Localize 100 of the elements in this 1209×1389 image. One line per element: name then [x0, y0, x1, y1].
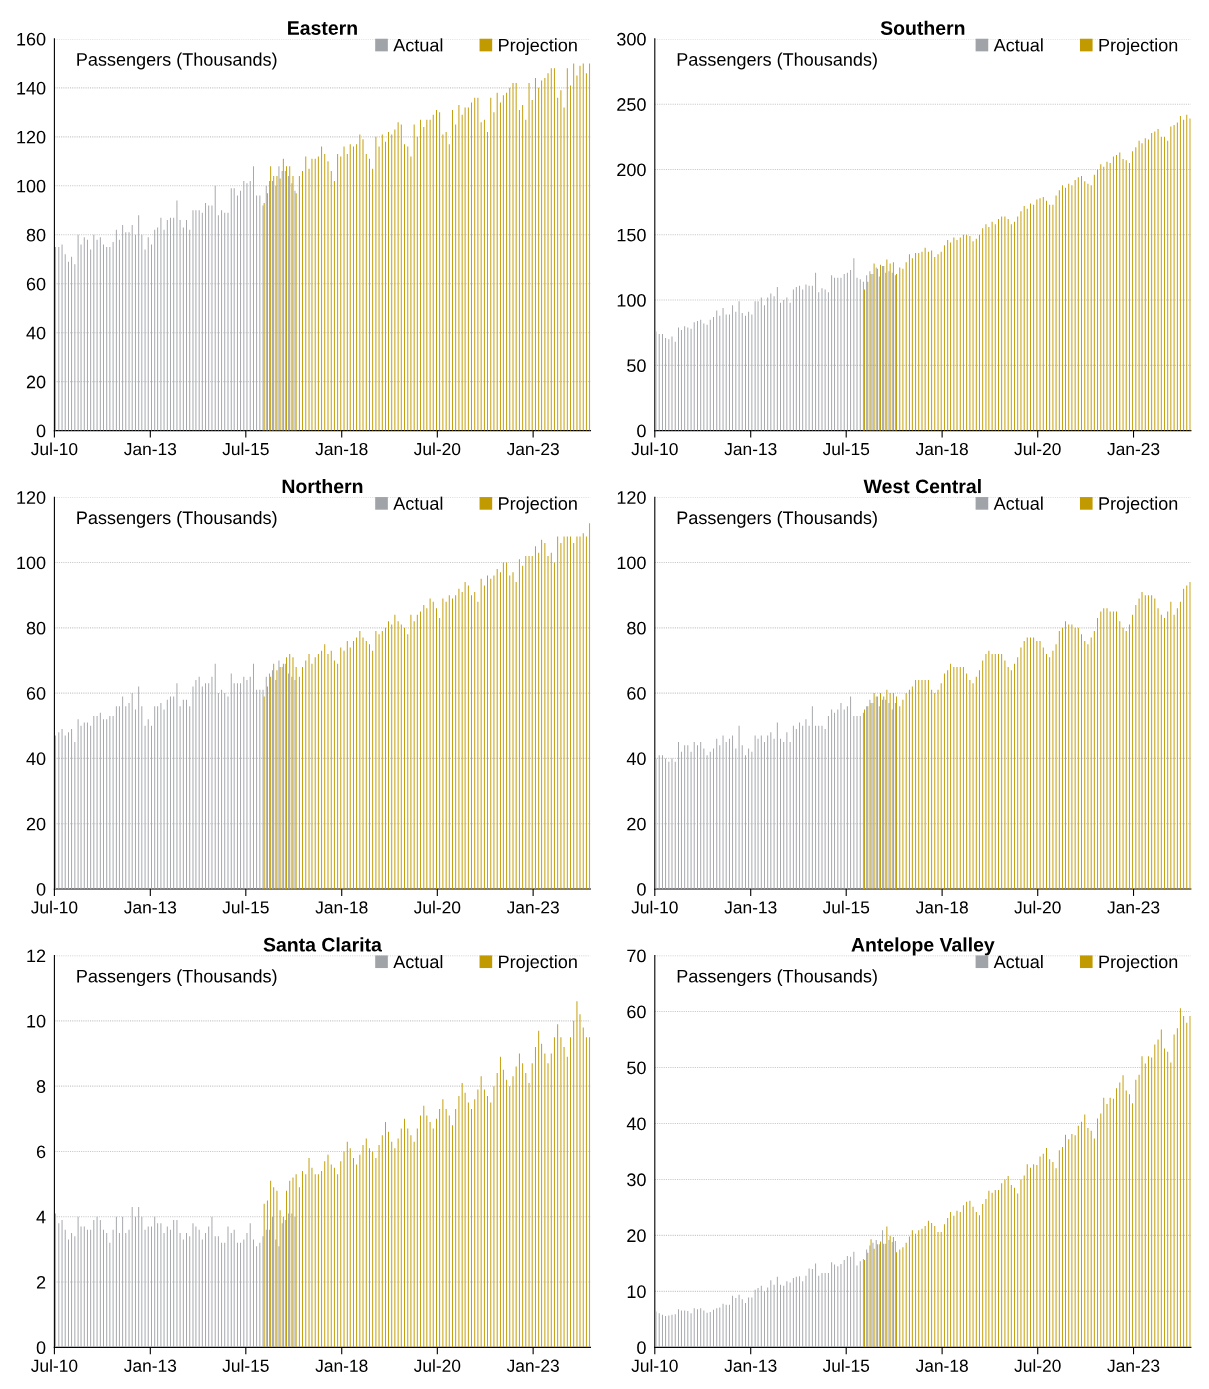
x-tick-label: Jul-15	[822, 900, 870, 914]
legend-label: Actual	[993, 38, 1043, 52]
x-tick-label: Jul-20	[1014, 1359, 1061, 1372]
y-tick-label: 60	[26, 687, 46, 700]
y-tick-label: 8	[36, 1080, 46, 1093]
y-tick-label: 0	[36, 882, 46, 896]
y-tick-label: 20	[627, 817, 646, 831]
x-tick-label: Jan-13	[724, 442, 777, 456]
y-tick-label: 10	[27, 1014, 46, 1028]
y-tick-label: 120	[617, 491, 646, 504]
x-tick-label: Jul-15	[222, 1359, 269, 1372]
chart-title: Eastern	[288, 21, 357, 35]
x-tick-label: Jan-13	[124, 442, 177, 456]
x-tick-label: Jul-10	[631, 442, 678, 456]
y-tick-label: 120	[17, 130, 46, 144]
y-tick-label: 80	[26, 621, 46, 635]
x-tick-label: Jan-23	[1107, 1359, 1160, 1372]
y-tick-label: 0	[637, 882, 646, 896]
y-tick-label: 100	[617, 293, 646, 307]
x-tick-label: Jul-10	[631, 1359, 678, 1372]
y-tick-label: 120	[17, 491, 46, 504]
y-tick-label: 100	[17, 179, 46, 193]
y-tick-label: 2	[36, 1275, 46, 1289]
legend-label: Actual	[993, 954, 1043, 969]
x-tick-label: Jan-13	[724, 901, 777, 914]
legend-label: Actual	[393, 954, 443, 969]
y-tick-label: 50	[627, 1061, 646, 1075]
x-tick-label: Jan-13	[724, 1359, 777, 1372]
y-tick-label: 80	[627, 621, 646, 635]
x-tick-label: Jul-15	[822, 1359, 870, 1372]
chart-title: Southern	[880, 20, 965, 35]
y-tick-label: 20	[627, 1229, 646, 1243]
y-tick-label: 40	[26, 326, 46, 340]
x-tick-label: Jul-15	[222, 900, 269, 914]
x-tick-label: Jul-20	[1014, 442, 1061, 456]
y-tick-label: 0	[637, 424, 646, 438]
x-tick-label: Jul-10	[31, 1359, 78, 1372]
y-tick-label: 4	[36, 1210, 46, 1224]
y-tick-label: 50	[627, 359, 646, 373]
x-tick-label: Jan-23	[506, 442, 559, 456]
y-tick-label: 40	[626, 1117, 646, 1131]
x-tick-label: Jul-20	[413, 900, 461, 914]
y-tick-label: 60	[26, 277, 46, 291]
y-tick-label: 60	[627, 1005, 646, 1019]
x-tick-label: Jul-20	[413, 1359, 461, 1372]
chart-title: Antelope Valley	[851, 937, 995, 956]
y-tick-label: 40	[26, 752, 46, 766]
y-tick-label: 100	[17, 556, 46, 570]
y-tick-label: 0	[36, 424, 46, 438]
y-tick-label: 30	[627, 1173, 646, 1187]
y-tick-label: 70	[627, 949, 646, 963]
y-tick-label: 250	[617, 98, 646, 111]
chart-title: West Central	[863, 478, 981, 494]
legend-label: Projection	[1099, 954, 1178, 972]
legend-label: Projection	[499, 38, 577, 56]
y-axis-title: Passengers (Thousands)	[677, 969, 877, 987]
y-tick-label: 80	[26, 228, 46, 242]
y-axis-title: Passengers (Thousands)	[77, 510, 277, 528]
y-axis-title: Passengers (Thousands)	[677, 510, 877, 528]
x-tick-label: Jul-20	[1014, 900, 1061, 914]
y-tick-label: 12	[27, 949, 46, 963]
x-tick-label: Jan-18	[915, 1359, 968, 1372]
x-tick-label: Jan-23	[506, 901, 559, 914]
legend-label: Projection	[499, 496, 577, 514]
y-axis-title: Passengers (Thousands)	[77, 969, 277, 987]
y-tick-label: 140	[17, 81, 46, 95]
y-tick-label: 20	[26, 375, 46, 389]
x-tick-label: Jul-10	[631, 900, 678, 914]
legend-label: Actual	[993, 496, 1043, 510]
legend-label: Actual	[393, 38, 443, 52]
legend-label: Projection	[499, 954, 577, 972]
x-tick-label: Jul-10	[31, 442, 78, 456]
y-tick-label: 60	[627, 687, 646, 700]
x-tick-label: Jul-20	[413, 442, 461, 456]
chart-title: Santa Clarita	[263, 937, 382, 952]
x-tick-label: Jan-18	[915, 901, 968, 914]
y-tick-label: 40	[626, 752, 646, 766]
y-tick-label: 6	[36, 1145, 46, 1159]
legend-label: Projection	[1099, 38, 1178, 56]
y-tick-label: 200	[617, 163, 646, 177]
y-tick-label: 300	[617, 32, 646, 46]
y-tick-label: 0	[36, 1341, 46, 1355]
x-tick-label: Jan-23	[1107, 442, 1160, 456]
legend-label: Projection	[1099, 496, 1178, 514]
x-tick-label: Jan-13	[124, 901, 177, 914]
chart-title: Northern	[282, 478, 363, 494]
y-tick-label: 160	[17, 32, 46, 46]
x-tick-label: Jan-23	[1107, 901, 1160, 914]
y-tick-label: 20	[26, 817, 46, 831]
y-tick-label: 100	[617, 556, 646, 570]
x-tick-label: Jan-18	[315, 901, 368, 914]
x-tick-label: Jul-15	[222, 442, 269, 456]
legend-label: Actual	[393, 496, 443, 510]
x-tick-label: Jul-10	[31, 900, 78, 914]
x-tick-label: Jan-18	[915, 442, 968, 456]
y-axis-title: Passengers (Thousands)	[677, 52, 877, 70]
x-tick-label: Jan-18	[315, 1359, 368, 1372]
x-tick-label: Jan-23	[506, 1359, 559, 1372]
y-tick-label: 0	[637, 1341, 646, 1355]
x-tick-label: Jan-18	[315, 442, 368, 456]
